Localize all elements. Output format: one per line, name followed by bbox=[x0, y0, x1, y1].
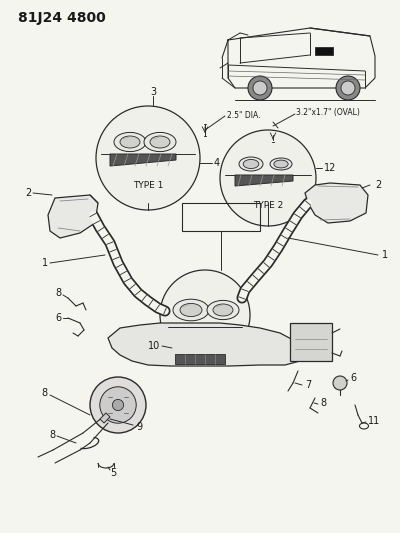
Text: 81J24 4800: 81J24 4800 bbox=[18, 11, 106, 25]
Text: 8: 8 bbox=[320, 398, 326, 408]
Text: 2: 2 bbox=[25, 188, 31, 198]
Text: 11: 11 bbox=[368, 416, 380, 426]
Circle shape bbox=[96, 106, 200, 210]
Text: 5: 5 bbox=[110, 468, 116, 478]
Circle shape bbox=[100, 387, 136, 423]
Polygon shape bbox=[110, 154, 176, 166]
Bar bbox=[290, 323, 332, 361]
Polygon shape bbox=[305, 183, 368, 223]
Text: 1: 1 bbox=[382, 250, 388, 260]
Circle shape bbox=[336, 76, 360, 100]
Text: 2: 2 bbox=[375, 180, 381, 190]
Ellipse shape bbox=[213, 304, 233, 316]
Circle shape bbox=[160, 270, 250, 360]
Ellipse shape bbox=[144, 132, 176, 151]
Polygon shape bbox=[100, 413, 110, 423]
Ellipse shape bbox=[270, 158, 292, 170]
Text: 6: 6 bbox=[350, 373, 356, 383]
Ellipse shape bbox=[274, 160, 288, 168]
Ellipse shape bbox=[207, 301, 239, 320]
Text: 9: 9 bbox=[136, 422, 142, 432]
Text: 3: 3 bbox=[150, 87, 156, 97]
Bar bbox=[315, 47, 333, 55]
Text: 3.2"x1.7" (OVAL): 3.2"x1.7" (OVAL) bbox=[296, 109, 360, 117]
Text: TYPE 2: TYPE 2 bbox=[253, 200, 283, 209]
Text: 12: 12 bbox=[324, 163, 336, 173]
Ellipse shape bbox=[180, 303, 202, 317]
Polygon shape bbox=[108, 323, 305, 366]
Circle shape bbox=[112, 399, 124, 410]
Text: 10: 10 bbox=[148, 341, 160, 351]
Ellipse shape bbox=[150, 136, 170, 148]
Circle shape bbox=[220, 130, 316, 226]
Text: 7: 7 bbox=[305, 380, 311, 390]
Text: 1: 1 bbox=[42, 258, 48, 268]
Circle shape bbox=[341, 81, 355, 95]
Ellipse shape bbox=[173, 299, 209, 321]
Circle shape bbox=[90, 377, 146, 433]
Circle shape bbox=[333, 376, 347, 390]
Text: 2.5" DIA.: 2.5" DIA. bbox=[227, 110, 260, 119]
Ellipse shape bbox=[120, 136, 140, 148]
Polygon shape bbox=[235, 175, 293, 186]
Text: TYPE 1: TYPE 1 bbox=[133, 182, 163, 190]
Bar bbox=[175, 354, 225, 364]
Circle shape bbox=[248, 76, 272, 100]
Ellipse shape bbox=[243, 159, 259, 168]
Ellipse shape bbox=[239, 157, 263, 171]
Circle shape bbox=[253, 81, 267, 95]
Bar bbox=[182, 203, 260, 231]
Text: 6: 6 bbox=[55, 313, 61, 323]
Text: 8: 8 bbox=[42, 388, 48, 398]
Text: 4: 4 bbox=[214, 158, 220, 168]
Polygon shape bbox=[48, 195, 98, 238]
Text: 8: 8 bbox=[55, 288, 61, 298]
Ellipse shape bbox=[114, 132, 146, 151]
Text: 8: 8 bbox=[49, 430, 55, 440]
